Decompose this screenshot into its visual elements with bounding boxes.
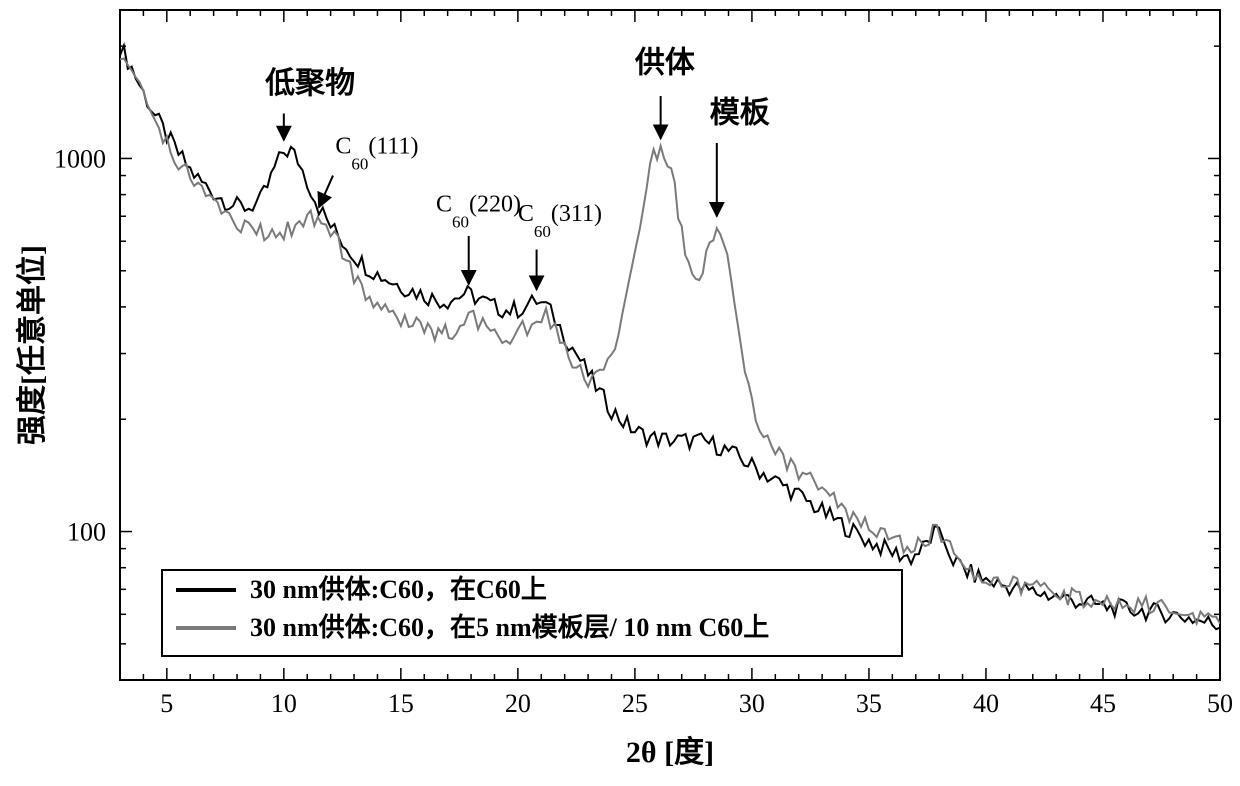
x-tick-label: 50 (1207, 689, 1233, 718)
anno-c60-311: C60(311) (518, 201, 602, 241)
x-tick-label: 40 (973, 689, 999, 718)
series-b (120, 59, 1220, 624)
anno-oligomer: 低聚物 (264, 67, 355, 100)
x-tick-label: 10 (271, 689, 297, 718)
legend-label-1: 30 nm供体:C60，在5 nm模板层/ 10 nm C60上 (250, 613, 769, 642)
y-tick-label: 100 (67, 518, 106, 547)
y-axis-label: 强度[任意单位] (15, 245, 49, 445)
anno-template: 模板 (710, 96, 770, 129)
x-tick-label: 15 (388, 689, 414, 718)
anno-donor: 供体 (634, 46, 696, 79)
x-tick-label: 30 (739, 689, 765, 718)
series-a (120, 46, 1220, 630)
x-tick-label: 5 (160, 689, 173, 718)
legend-label-0: 30 nm供体:C60，在C60上 (250, 575, 547, 604)
anno-c60-111: C60(111) (335, 134, 418, 174)
y-tick-label: 1000 (54, 144, 106, 173)
x-tick-label: 45 (1090, 689, 1116, 718)
x-tick-label: 35 (856, 689, 882, 718)
chart-svg: 5 10 15 20 25 30 35 40 45 50 2θ [度] 100 1000 强度[任意单位]… (0, 0, 1240, 786)
anno-c60-111-arrow (319, 176, 333, 208)
x-tick-label: 25 (622, 689, 648, 718)
x-axis-label: 2θ [度] (626, 736, 714, 769)
x-tick-label: 20 (505, 689, 531, 718)
anno-c60-220: C60(220) (436, 192, 521, 232)
xrd-chart: 5 10 15 20 25 30 35 40 45 50 2θ [度] 100 1000 强度[任意单位]… (0, 0, 1240, 786)
